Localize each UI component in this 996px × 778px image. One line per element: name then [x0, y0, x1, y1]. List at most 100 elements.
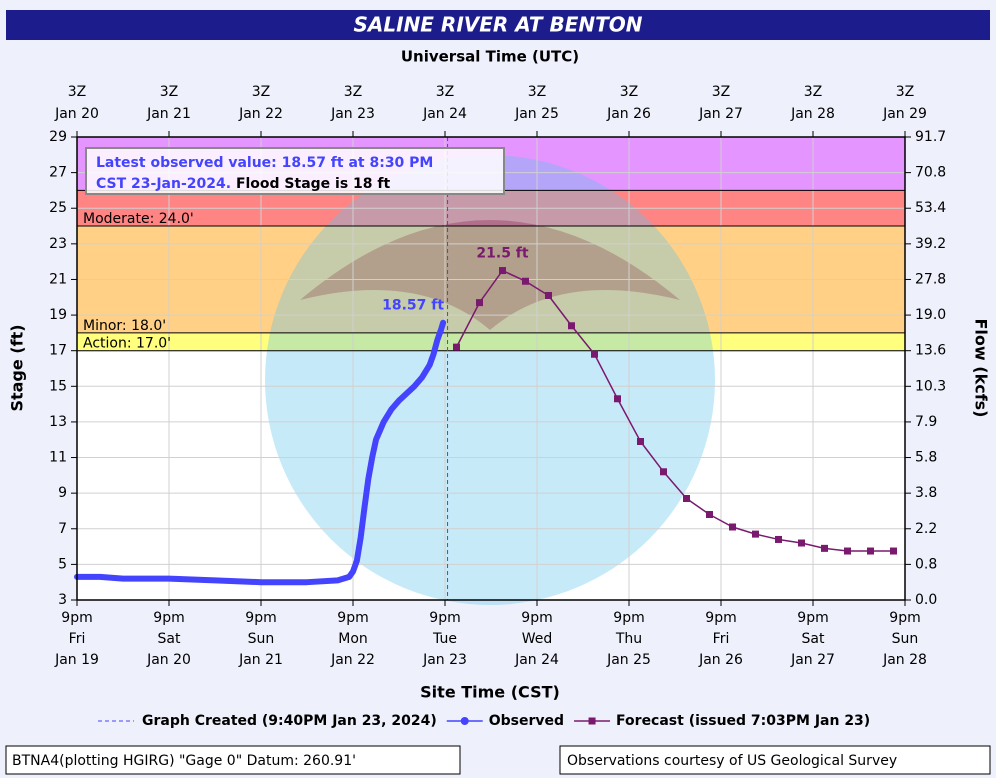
- x2-tick-label: Jan 29: [882, 106, 927, 122]
- x2-tick-label: 3Z: [252, 84, 271, 100]
- threshold-label: Minor: 18.0': [83, 318, 166, 334]
- x-tick-label: 9pm: [337, 610, 368, 626]
- y-tick-label: 23: [49, 236, 67, 252]
- legend-marker: [460, 717, 469, 725]
- x2-tick-label: 3Z: [896, 84, 915, 100]
- x-tick-label: Sat: [802, 631, 825, 647]
- y2-tick-label: 91.7: [915, 129, 946, 145]
- threshold-label: Action: 17.0': [83, 336, 171, 352]
- y2-tick-label: 70.8: [915, 165, 946, 181]
- y2-tick-label: 0.0: [915, 592, 937, 608]
- x-tick-label: Mon: [338, 631, 368, 647]
- forecast-point: [476, 299, 483, 307]
- info-box: [85, 147, 505, 195]
- y2-tick-label: 10.3: [915, 378, 946, 394]
- y2-tick-label: 5.8: [915, 450, 937, 466]
- x-tick-label: Jan 28: [882, 652, 927, 668]
- x2-axis-title: Universal Time (UTC): [401, 48, 579, 66]
- x2-tick-label: Jan 20: [54, 106, 99, 122]
- forecast-line: [455, 269, 895, 552]
- y2-tick-label: 7.9: [915, 414, 937, 430]
- info-observed: Latest observed value: 18.57 ft at 8:30 …: [96, 155, 433, 171]
- noaa-watermark: [265, 155, 715, 605]
- y2-tick-label: 2.2: [915, 521, 937, 537]
- y-tick-label: 15: [49, 378, 67, 394]
- x-axis-title: Site Time (CST): [420, 683, 560, 702]
- forecast-point: [844, 547, 851, 555]
- x-tick-label: 9pm: [521, 610, 552, 626]
- forecast-point: [867, 547, 874, 555]
- forecast-point: [591, 350, 598, 358]
- y-axis-title: Stage (ft): [8, 324, 27, 411]
- annotation: 18.57 ft: [382, 298, 444, 314]
- title-bar: [6, 10, 990, 40]
- y-tick-label: 25: [49, 200, 67, 216]
- forecast-point: [729, 523, 736, 531]
- y-tick-label: 7: [58, 521, 67, 537]
- forecast-point: [660, 468, 667, 476]
- x-tick-label: Jan 27: [790, 652, 835, 668]
- legend-label: Observed: [489, 713, 564, 729]
- legend-marker: [588, 717, 596, 725]
- forecast-point: [798, 539, 805, 547]
- threshold-label: Moderate: 24.0': [83, 211, 194, 227]
- x-tick-label: 9pm: [613, 610, 644, 626]
- x-tick-label: 9pm: [889, 610, 920, 626]
- footer-right-box: [559, 745, 991, 775]
- watermark-bird: [300, 220, 680, 330]
- forecast-point: [499, 267, 506, 275]
- footer-left: BTNA4(plotting HGIRG) "Gage 0" Datum: 26…: [12, 753, 356, 769]
- info-observed: CST 23-Jan-2024. Flood Stage is 18 ft: [96, 176, 390, 192]
- x2-tick-label: Jan 23: [330, 106, 375, 122]
- y2-tick-label: 39.2: [915, 236, 946, 252]
- x-tick-label: Jan 20: [146, 652, 191, 668]
- forecast-point: [545, 291, 552, 299]
- footer-right: Observations courtesy of US Geological S…: [567, 753, 897, 769]
- y-tick-label: 9: [58, 485, 67, 501]
- y2-tick-label: 13.6: [915, 343, 946, 359]
- forecast-point: [890, 547, 897, 555]
- x2-tick-label: 3Z: [436, 84, 455, 100]
- footer-left-box: [5, 745, 461, 775]
- x-tick-label: Jan 26: [698, 652, 743, 668]
- x2-tick-label: 3Z: [804, 84, 823, 100]
- x-tick-label: 9pm: [245, 610, 276, 626]
- x2-tick-label: 3Z: [344, 84, 363, 100]
- y-tick-label: 3: [58, 592, 67, 608]
- x-tick-label: 9pm: [705, 610, 736, 626]
- forecast-point: [568, 322, 575, 330]
- x2-tick-label: Jan 28: [790, 106, 835, 122]
- x-tick-label: Sun: [248, 631, 275, 647]
- plot-frame: [76, 136, 906, 601]
- y-tick-label: 21: [49, 271, 67, 287]
- flood-band: [77, 332, 905, 351]
- x2-tick-label: 3Z: [68, 84, 87, 100]
- forecast-point: [821, 544, 828, 552]
- x2-tick-label: Jan 21: [146, 106, 191, 122]
- x-tick-label: Fri: [69, 631, 86, 647]
- forecast-point: [706, 511, 713, 519]
- x-tick-label: Jan 19: [54, 652, 99, 668]
- legend-label: Forecast (issued 7:03PM Jan 23): [616, 713, 870, 729]
- x-tick-label: Jan 24: [514, 652, 559, 668]
- x-tick-label: Sun: [892, 631, 919, 647]
- x2-tick-label: Jan 22: [238, 106, 283, 122]
- x-tick-label: Sat: [158, 631, 181, 647]
- y2-tick-label: 27.8: [915, 271, 946, 287]
- info-flood: Flood Stage is 18 ft: [236, 176, 391, 192]
- y2-tick-label: 53.4: [915, 200, 946, 216]
- watermark-disc: [265, 155, 715, 605]
- x-tick-label: Jan 21: [238, 652, 283, 668]
- y2-axis-title: Flow (kcfs): [972, 319, 991, 418]
- forecast-point: [775, 535, 782, 543]
- x2-tick-label: 3Z: [620, 84, 639, 100]
- info-observed-part: Latest observed value: 18.57 ft at 8:30 …: [96, 155, 433, 171]
- forecast-point: [637, 438, 644, 446]
- x2-tick-label: 3Z: [712, 84, 731, 100]
- y-tick-label: 19: [49, 307, 67, 323]
- y2-tick-label: 0.8: [915, 556, 937, 572]
- info-observed-part: CST 23-Jan-2024.: [96, 176, 236, 192]
- y-tick-label: 27: [49, 165, 67, 181]
- x2-tick-label: Jan 27: [698, 106, 743, 122]
